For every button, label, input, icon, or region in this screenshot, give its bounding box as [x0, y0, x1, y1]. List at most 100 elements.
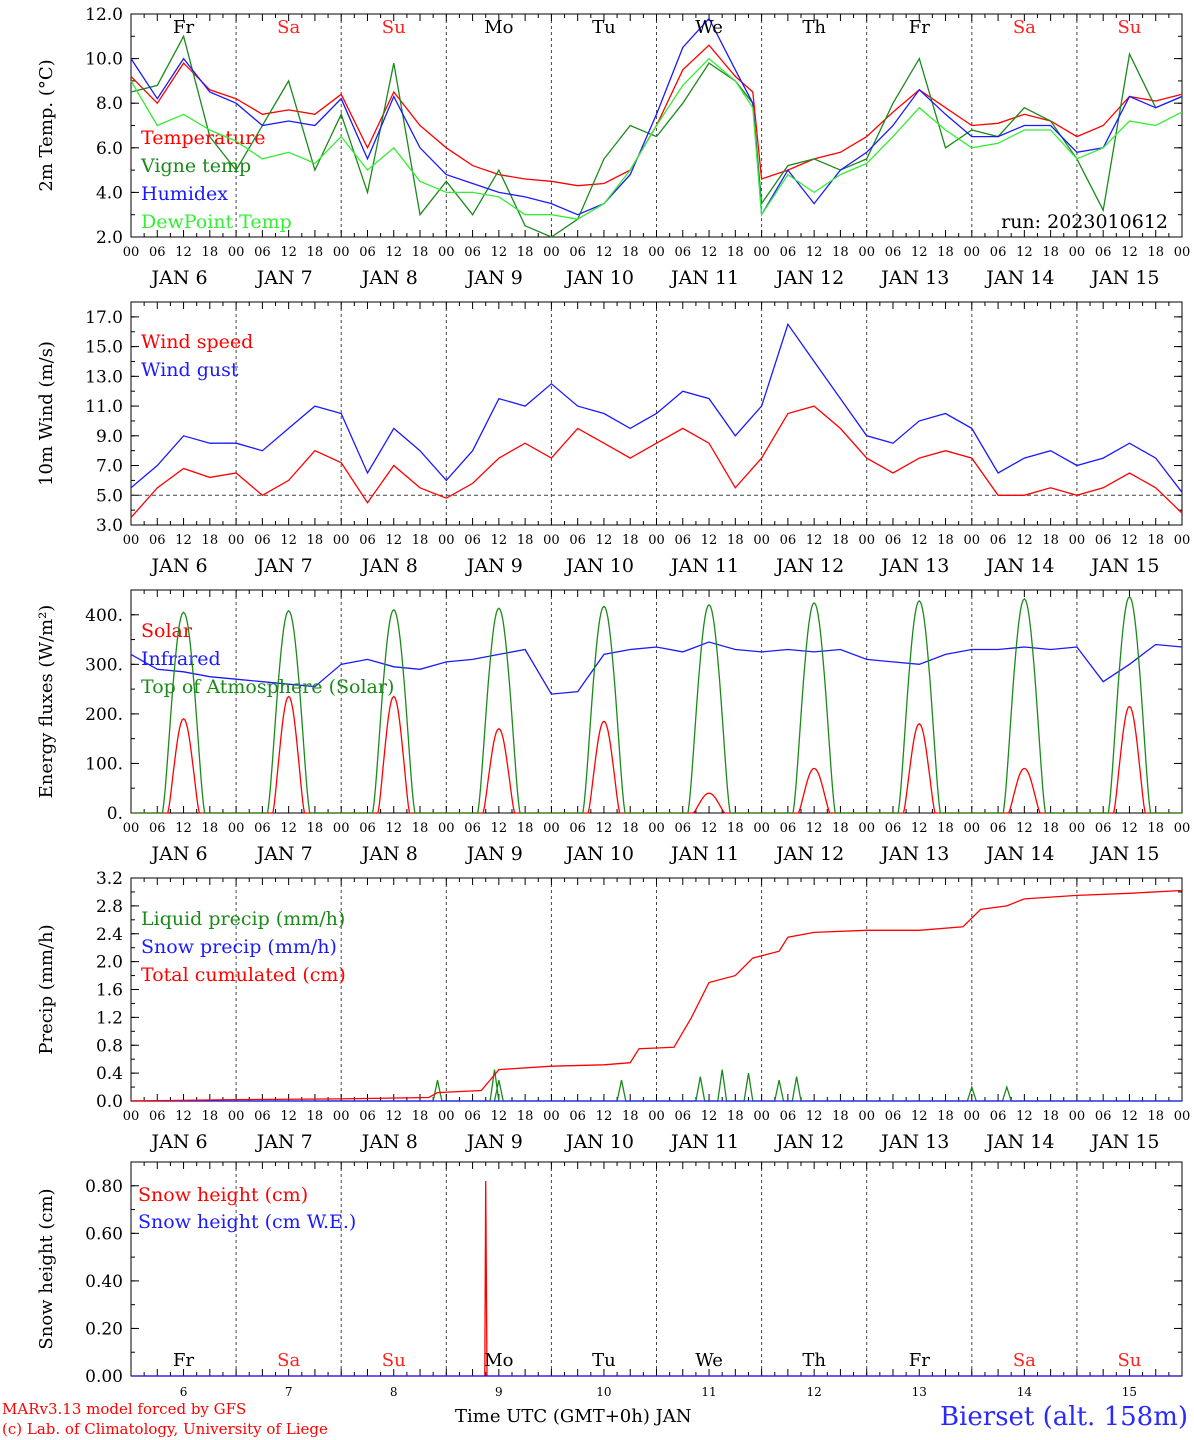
hour-label: 00: [753, 1109, 770, 1124]
hour-label: 12: [701, 245, 718, 260]
date-label: JAN 11: [669, 555, 739, 577]
hour-label: 06: [1095, 1109, 1112, 1124]
hour-label: 12: [385, 245, 402, 260]
date-label: JAN 8: [360, 843, 418, 865]
date-label: JAN 10: [564, 843, 634, 865]
y-tick-label: 1.2: [96, 1008, 123, 1028]
hour-label: 12: [491, 1109, 508, 1124]
day-name: Mo: [484, 1350, 513, 1371]
hour-label: 18: [1042, 245, 1059, 260]
legend-entry: Snow height (cm W.E.): [138, 1211, 356, 1233]
date-label: JAN 6: [150, 1131, 208, 1153]
date-label: JAN 14: [984, 555, 1054, 577]
hour-label: 12: [491, 821, 508, 836]
date-label: JAN 10: [564, 555, 634, 577]
date-label: 9: [495, 1385, 503, 1399]
day-name: Sa: [277, 17, 300, 38]
y-tick-label: 3.0: [96, 516, 123, 536]
date-label: JAN 7: [255, 555, 313, 577]
hour-label: 06: [359, 1109, 376, 1124]
hour-label: 18: [622, 1109, 639, 1124]
hour-label: 12: [1016, 533, 1033, 548]
legend-entry: Vigne temp: [140, 155, 251, 177]
hour-label: 18: [832, 1109, 849, 1124]
date-label: 7: [285, 1385, 293, 1399]
series-line-temperature: [130, 44, 1183, 187]
hour-label: 00: [123, 1109, 140, 1124]
hour-label: 00: [228, 1109, 245, 1124]
hour-label: 00: [438, 245, 455, 260]
hour-label: 00: [333, 1109, 350, 1124]
date-label: 11: [701, 1385, 716, 1399]
day-name: Su: [382, 1350, 406, 1371]
hour-label: 18: [727, 245, 744, 260]
hour-label: 18: [202, 1109, 219, 1124]
day-name: Fr: [173, 17, 194, 38]
day-name: Sa: [1013, 17, 1036, 38]
hour-label: 00: [964, 1109, 981, 1124]
hour-label: 12: [596, 821, 613, 836]
hour-label: 18: [517, 245, 534, 260]
hour-label: 18: [1042, 821, 1059, 836]
hour-label: 12: [1121, 533, 1138, 548]
hour-label: 00: [648, 533, 665, 548]
day-name: Fr: [173, 1350, 194, 1371]
hour-label: 12: [1121, 1109, 1138, 1124]
hour-label: 18: [937, 245, 954, 260]
hour-label: 06: [464, 245, 481, 260]
hour-label: 06: [780, 245, 797, 260]
run-label: run: 2023010612: [1001, 211, 1168, 233]
day-name: Su: [382, 17, 406, 38]
hour-label: 00: [123, 245, 140, 260]
y-axis-label: 2m Temp. (°C): [36, 59, 57, 191]
hour-label: 12: [701, 1109, 718, 1124]
hour-label: 00: [333, 245, 350, 260]
hour-label: 06: [780, 533, 797, 548]
hour-label: 00: [333, 821, 350, 836]
y-tick-label: 0.8: [96, 1036, 123, 1056]
hour-label: 00: [438, 1109, 455, 1124]
series-line-vigne-temp: [130, 34, 1183, 238]
day-name: Tu: [592, 17, 616, 38]
date-label: JAN 15: [1089, 1131, 1159, 1153]
date-label: JAN 13: [879, 843, 949, 865]
day-name: Tu: [592, 1350, 616, 1371]
hour-label: 18: [1147, 1109, 1164, 1124]
y-tick-label: 13.0: [85, 367, 123, 387]
y-tick-label: 200.: [85, 705, 123, 725]
hour-label: 12: [596, 245, 613, 260]
series-line-top-of-atmosphere-solar-: [131, 595, 1182, 814]
hour-label: 18: [307, 533, 324, 548]
date-label: JAN 6: [150, 843, 208, 865]
hour-label: 18: [727, 1109, 744, 1124]
date-label: 12: [807, 1385, 822, 1399]
hour-label: 00: [858, 821, 875, 836]
hour-label: 06: [569, 533, 586, 548]
hour-label: 00: [648, 1109, 665, 1124]
day-name: We: [695, 17, 723, 38]
date-label: JAN 12: [774, 1131, 844, 1153]
hour-label: 06: [569, 1109, 586, 1124]
hour-label: 00: [543, 1109, 560, 1124]
hour-label: 12: [175, 821, 192, 836]
hour-label: 06: [1095, 245, 1112, 260]
hour-label: 18: [937, 1109, 954, 1124]
hour-label: 00: [648, 821, 665, 836]
hour-label: 00: [228, 245, 245, 260]
hour-label: 12: [280, 533, 297, 548]
series-line-wind-speed: [130, 405, 1183, 519]
hour-label: 06: [885, 245, 902, 260]
hour-label: 06: [885, 1109, 902, 1124]
y-axis-label: 10m Wind (m/s): [36, 341, 57, 486]
hour-label: 12: [491, 245, 508, 260]
y-tick-label: 400.: [85, 606, 123, 626]
hour-label: 06: [149, 245, 166, 260]
lab-credit: (c) Lab. of Climatology, University of L…: [2, 1420, 328, 1438]
hour-label: 12: [806, 1109, 823, 1124]
hour-label: 12: [701, 821, 718, 836]
day-name: Sa: [277, 1350, 300, 1371]
y-tick-label: 0.40: [85, 1272, 123, 1292]
hour-label: 12: [1016, 1109, 1033, 1124]
date-label: JAN 15: [1089, 843, 1159, 865]
hour-label: 00: [228, 533, 245, 548]
